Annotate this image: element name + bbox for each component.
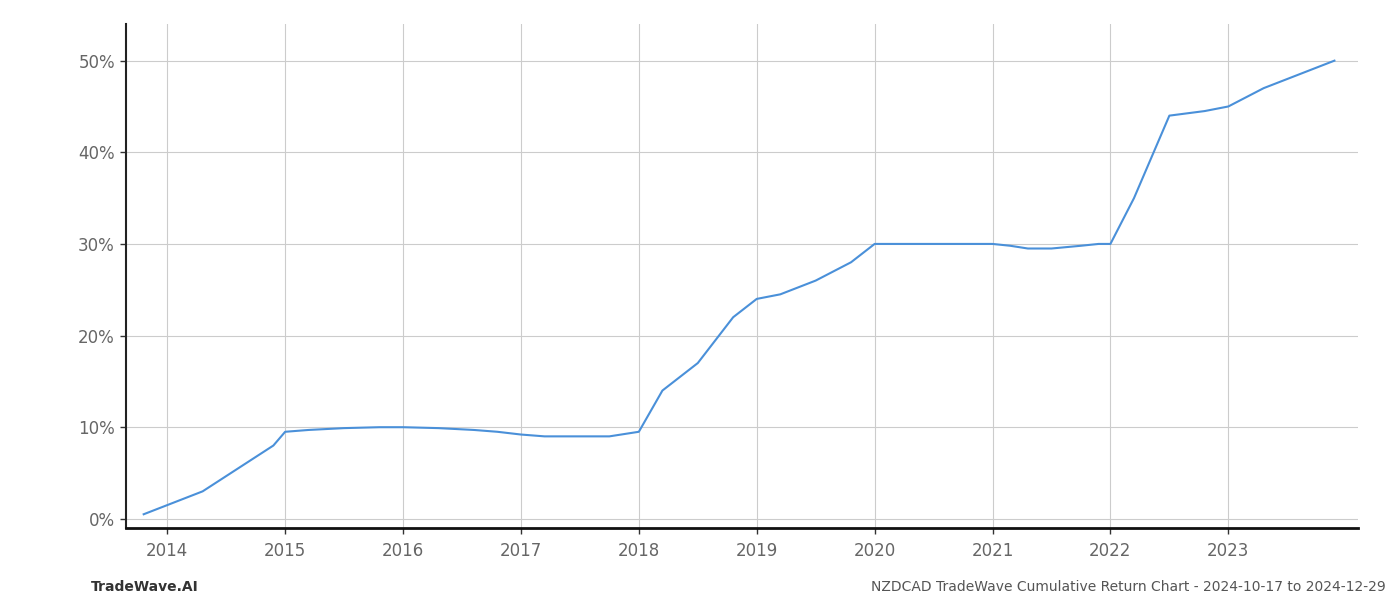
Text: NZDCAD TradeWave Cumulative Return Chart - 2024-10-17 to 2024-12-29: NZDCAD TradeWave Cumulative Return Chart… bbox=[871, 580, 1386, 594]
Text: TradeWave.AI: TradeWave.AI bbox=[91, 580, 199, 594]
